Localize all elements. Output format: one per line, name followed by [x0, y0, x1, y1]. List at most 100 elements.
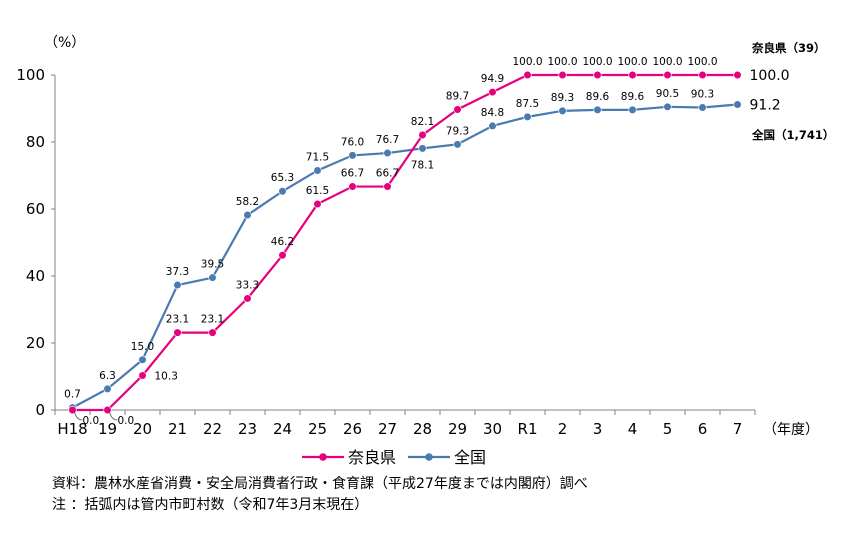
x-tick-label: 19 [98, 420, 117, 438]
x-tick-label: 3 [593, 420, 603, 438]
data-point [558, 106, 567, 115]
data-point [278, 251, 287, 260]
data-point [313, 166, 322, 175]
x-tick-label: 28 [413, 420, 432, 438]
data-label: 76.0 [341, 136, 364, 148]
legend-marker [319, 453, 327, 461]
national-series-note: 全国（1,741） [751, 128, 834, 142]
y-tick-label: 100 [16, 66, 45, 84]
data-point [208, 273, 217, 282]
data-point [313, 199, 322, 209]
x-tick-label: 25 [308, 420, 327, 438]
x-axis-unit: （年度） [763, 422, 819, 438]
data-labels: 0.0 0.0 10.3 23.1 23.1 33.3 46.2 61.5 66.7 66.7 82… [64, 41, 834, 427]
data-label: 100.0 [652, 56, 682, 68]
y-tick-label: 0 [35, 401, 45, 419]
data-label: 89.6 [621, 91, 645, 103]
data-point [453, 140, 462, 149]
data-point [523, 112, 532, 121]
nara-end-value: 100.0 [750, 68, 790, 84]
data-label: 6.3 [99, 370, 116, 382]
x-tick-label: 2 [558, 420, 568, 438]
legend: 奈良県 全国 [302, 448, 486, 467]
data-label: 100.0 [582, 56, 612, 68]
data-label: 87.5 [516, 98, 539, 110]
data-point [243, 294, 252, 303]
source-note: 資料：農林水産省消費・安全局消費者行政・食育課（平成27年度までは内閣府）調べ [52, 476, 588, 492]
x-tick-label: 30 [483, 420, 502, 438]
x-tick-label: 26 [343, 420, 362, 438]
x-tick-label: 20 [133, 420, 152, 438]
remark-note: 注 ：括弧内は管内市町村数（令和7年3月末現在） [52, 497, 369, 513]
label-leader-line [74, 411, 83, 421]
data-label: 23.1 [201, 314, 224, 326]
x-tick-label: 21 [168, 420, 187, 438]
data-point [628, 70, 637, 80]
data-point [348, 182, 357, 191]
legend-label: 全国 [454, 448, 486, 467]
x-tick-label: 29 [448, 420, 467, 438]
data-label: 58.2 [236, 196, 259, 208]
y-tick-label: 40 [26, 267, 45, 285]
x-tick-label: H18 [57, 420, 87, 438]
national-end-value: 91.2 [750, 97, 781, 113]
x-tick-label: 23 [238, 420, 257, 438]
data-point [418, 130, 427, 140]
data-point [278, 187, 287, 196]
y-tick-label: 60 [26, 200, 45, 218]
data-point [733, 100, 742, 109]
data-point [383, 148, 392, 158]
y-tick-label: 80 [26, 133, 45, 151]
data-point [208, 328, 217, 337]
data-label: 0.0 [118, 415, 135, 427]
data-label: 89.6 [586, 91, 610, 103]
data-label: 100.0 [687, 56, 717, 68]
data-label: 94.9 [481, 73, 504, 85]
series-group [68, 70, 742, 415]
nara-series-note: 奈良県（39） [751, 41, 826, 55]
data-point [138, 355, 147, 364]
data-point [523, 70, 532, 80]
data-point [103, 384, 112, 393]
series-line-national [71, 103, 738, 409]
data-label: 46.2 [271, 236, 294, 248]
data-label: 90.5 [656, 88, 679, 100]
data-point [593, 105, 602, 114]
data-label: 61.5 [306, 185, 329, 197]
data-point [173, 280, 182, 290]
data-point [663, 102, 672, 111]
data-point [698, 103, 707, 112]
data-label: 39.5 [201, 259, 224, 271]
x-tick-label: 24 [273, 420, 292, 438]
data-point [628, 105, 637, 114]
data-label: 66.7 [376, 168, 399, 180]
x-tick-label: 4 [628, 420, 638, 438]
data-point [663, 70, 672, 80]
axes [51, 74, 756, 415]
data-point [593, 70, 602, 80]
data-label: 100.0 [617, 56, 647, 68]
data-point [243, 210, 252, 220]
y-axis-unit: （%） [44, 35, 85, 51]
x-tick-label: 7 [733, 420, 743, 438]
series-line-nara [72, 73, 738, 412]
legend-marker [425, 453, 433, 461]
data-label: 65.3 [271, 172, 294, 184]
label-leader-line [109, 411, 118, 421]
data-point [418, 144, 427, 153]
data-label: 100.0 [547, 56, 577, 68]
y-tick-label: 20 [26, 334, 45, 352]
data-point [733, 70, 742, 80]
data-label: 89.7 [446, 91, 469, 103]
data-point [698, 70, 707, 80]
footnotes: 資料：農林水産省消費・安全局消費者行政・食育課（平成27年度までは内閣府）調べ … [52, 474, 588, 516]
data-point [173, 328, 182, 337]
x-tick-label: 6 [698, 420, 708, 438]
data-point [488, 87, 497, 97]
data-label: 100.0 [512, 56, 542, 68]
data-label: 89.3 [551, 92, 574, 104]
data-point [488, 121, 497, 131]
data-label: 66.7 [341, 168, 364, 180]
data-label: 10.3 [155, 370, 178, 382]
